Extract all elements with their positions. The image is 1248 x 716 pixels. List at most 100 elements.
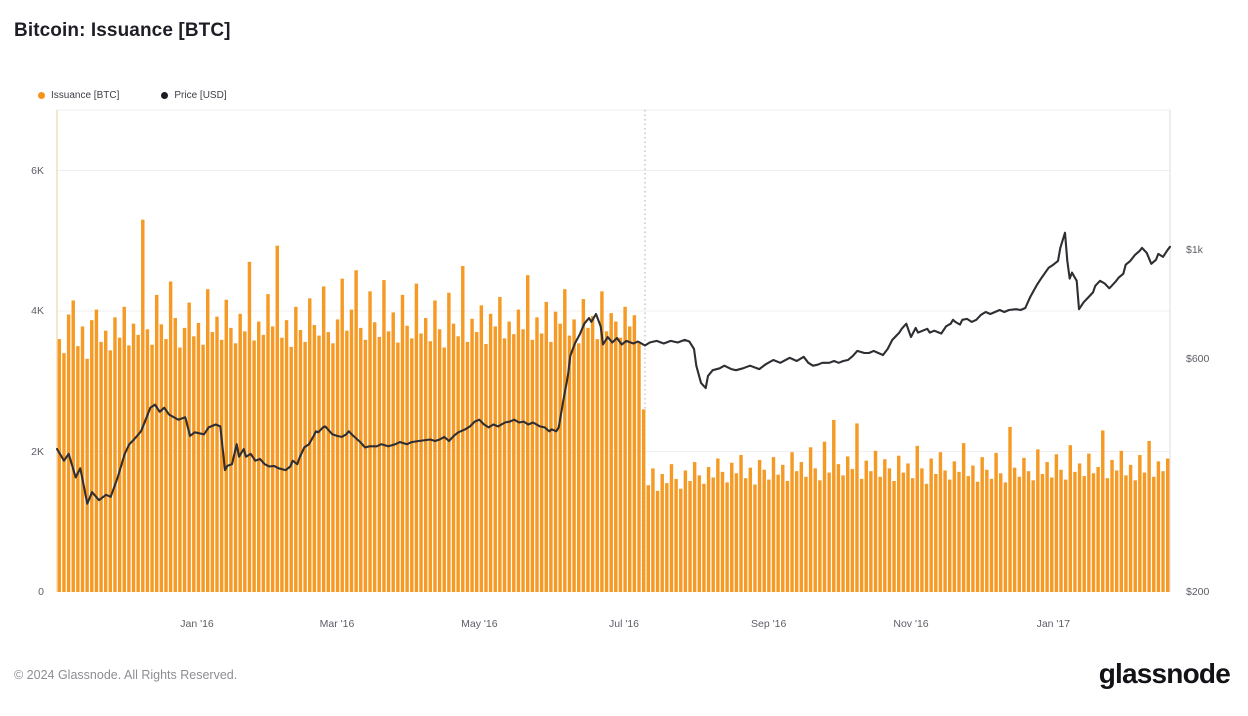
issuance-bar: [280, 337, 284, 592]
issuance-bar: [145, 329, 150, 592]
issuance-bar: [1040, 473, 1045, 592]
issuance-bar: [1124, 475, 1128, 592]
issuance-bar: [168, 281, 173, 592]
issuance-bar: [1165, 458, 1170, 592]
issuance-bar: [423, 318, 428, 592]
issuance-bar: [1096, 466, 1100, 592]
issuance-bar: [859, 478, 864, 592]
legend-label-price: Price [USD]: [174, 90, 227, 101]
issuance-bar: [196, 322, 201, 592]
issuance-bar: [303, 341, 307, 592]
x-axis-tick: Jan '17: [1036, 618, 1071, 630]
issuance-bar: [711, 477, 715, 592]
issuance-bar: [257, 321, 261, 592]
issuance-bar: [90, 320, 94, 592]
issuance-bar: [1128, 464, 1133, 592]
issuance-bar: [488, 313, 493, 592]
issuance-bar: [127, 345, 131, 592]
issuance-bar: [1156, 461, 1161, 592]
issuance-bar: [590, 315, 595, 592]
issuance-bar: [549, 341, 553, 592]
issuance-bar: [832, 419, 836, 592]
issuance-bar: [785, 481, 790, 592]
issuance-bar: [414, 283, 419, 592]
y-axis-tick-left: 0: [38, 586, 44, 598]
issuance-bar: [349, 309, 354, 592]
issuance-bar: [215, 316, 219, 592]
issuance-bar: [767, 479, 771, 592]
issuance-bar: [906, 463, 910, 592]
issuance-bar: [1105, 478, 1110, 592]
issuance-bar: [845, 456, 850, 592]
issuance-bar: [692, 462, 697, 592]
issuance-bar: [1091, 473, 1096, 592]
issuance-bar: [219, 339, 224, 592]
legend-label-issuance: Issuance [BTC]: [51, 90, 120, 101]
legend-item-issuance[interactable]: Issuance [BTC]: [38, 90, 119, 101]
issuance-bar: [915, 445, 919, 592]
issuance-bar: [85, 358, 89, 592]
issuance-bar: [920, 468, 924, 592]
issuance-bar: [855, 423, 859, 592]
issuance-bar: [794, 471, 799, 592]
issuance-bar: [131, 323, 136, 592]
issuance-bar: [618, 337, 623, 592]
issuance-bar: [1012, 467, 1017, 592]
issuance-bar: [465, 341, 470, 592]
issuance-bar: [655, 490, 660, 592]
issuance-bar: [730, 462, 734, 592]
issuance-bar: [382, 280, 386, 592]
issuance-bar: [71, 300, 75, 592]
issuance-bar: [901, 472, 906, 592]
issuance-bar: [187, 302, 191, 592]
issuance-bar: [943, 470, 947, 592]
issuance-bar: [966, 476, 970, 592]
issuance-bar: [141, 219, 145, 593]
issuance-bar: [739, 455, 743, 592]
issuance-bar: [428, 341, 433, 592]
issuance-bar: [99, 341, 103, 592]
issuance-bar: [632, 315, 637, 592]
issuance-bar: [1110, 459, 1114, 592]
issuance-bar: [679, 488, 683, 592]
issuance-bar: [985, 469, 989, 592]
chart-legend: Issuance [BTC] Price [USD]: [38, 90, 227, 101]
issuance-bar: [957, 471, 961, 592]
issuance-bar: [1114, 470, 1119, 592]
x-axis-tick: Nov '16: [893, 618, 929, 630]
issuance-bar: [331, 343, 335, 592]
issuance-bar: [683, 470, 688, 592]
issuance-bar: [192, 336, 196, 592]
issuance-series-dot-icon: [38, 92, 45, 99]
issuance-bar: [150, 344, 154, 592]
issuance-bar: [516, 309, 521, 592]
issuance-bar: [182, 327, 187, 592]
legend-item-price[interactable]: Price [USD]: [161, 90, 227, 101]
issuance-bar: [447, 292, 451, 592]
issuance-bar: [294, 306, 298, 592]
price-line: [55, 231, 1172, 505]
issuance-bar: [841, 475, 845, 592]
issuance-bar: [270, 326, 275, 592]
y-axis-tick-right: $200: [1186, 586, 1210, 598]
issuance-bar: [206, 289, 210, 592]
issuance-bar: [451, 323, 456, 592]
issuance-bar: [641, 409, 646, 592]
issuance-bar: [581, 299, 586, 592]
issuance-bar: [377, 336, 382, 592]
issuance-bar: [117, 337, 122, 592]
issuance-bar: [567, 335, 572, 592]
issuance-bar: [628, 326, 632, 592]
issuance-bar: [335, 319, 340, 592]
issuance-bar: [720, 471, 725, 592]
issuance-bar: [164, 339, 168, 592]
issuance-bar: [1022, 457, 1026, 592]
issuance-bar: [108, 350, 113, 592]
issuance-bar: [535, 317, 539, 592]
issuance-bar: [233, 343, 238, 592]
issuance-bar: [521, 329, 525, 592]
issuance-bar: [1133, 480, 1137, 592]
issuance-bar: [660, 473, 664, 592]
issuance-bar: [173, 318, 177, 592]
